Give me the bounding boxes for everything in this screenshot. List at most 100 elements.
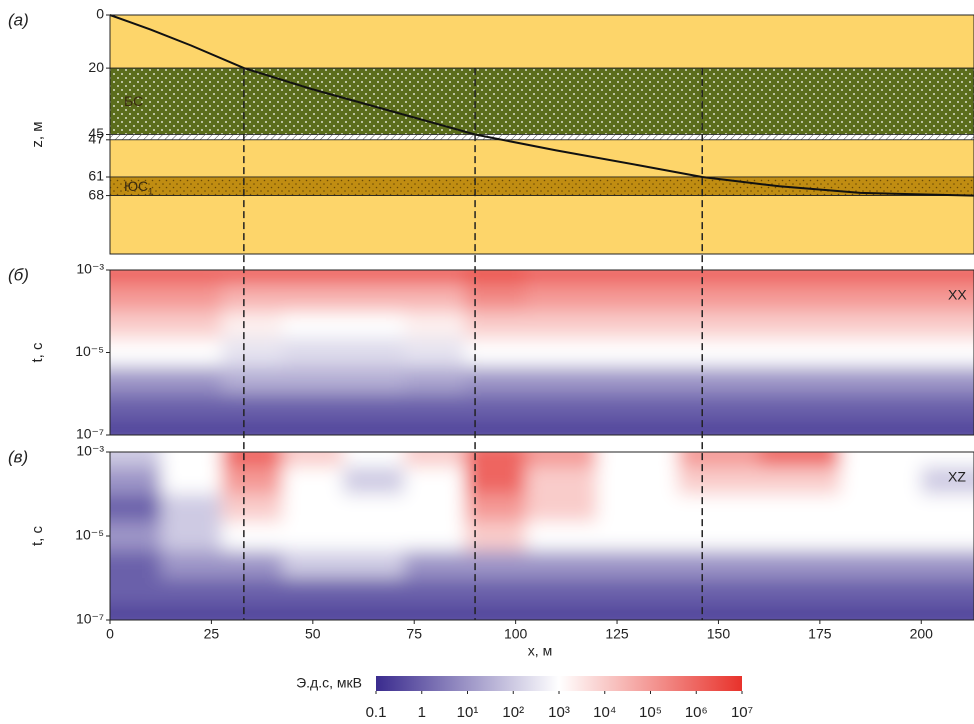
heat-cell [161, 421, 222, 448]
heat-cell [282, 551, 343, 579]
heat-cell [840, 394, 922, 421]
heat-cell [161, 258, 222, 285]
heat-cell [465, 338, 526, 367]
heat-cell [343, 367, 404, 394]
heat-cell [465, 284, 526, 311]
heat-cell [161, 311, 222, 338]
heat-cell [678, 578, 760, 606]
colorbar-label: Э.д.с, мкВ [296, 675, 362, 691]
heat-cell [526, 367, 597, 394]
component-label: XZ [948, 469, 966, 485]
heat-cell [597, 521, 679, 551]
heat-cell [161, 494, 222, 522]
colorbar-tick-label: 10³ [548, 704, 570, 721]
colorbar-tick-label: 10¹ [457, 704, 479, 721]
heat-cell [222, 338, 283, 367]
heat-cell [222, 258, 283, 285]
heat-cell [759, 494, 841, 522]
heat-cell [597, 284, 679, 311]
heat-cell [343, 338, 404, 367]
heat-cell [759, 338, 841, 367]
x-tick-label: 75 [406, 626, 422, 642]
heat-cell [678, 439, 760, 467]
colorbar-tick-label: 10⁷ [731, 704, 753, 721]
x-tick-label: 0 [106, 626, 114, 642]
heat-cell [526, 439, 597, 467]
heat-cell [597, 258, 679, 285]
heat-cell [678, 421, 760, 448]
heat-cell [161, 467, 222, 495]
colorbar-tick-label: 10⁶ [685, 704, 708, 721]
heat-cell [465, 494, 526, 522]
heat-cell [222, 394, 283, 421]
heat-cell [840, 367, 922, 394]
heat-cell [282, 258, 343, 285]
y-axis-label: z, м [29, 121, 46, 147]
heat-cell [759, 258, 841, 285]
heat-cell [921, 494, 974, 522]
heat-cell [161, 551, 222, 579]
heat-cell [404, 367, 465, 394]
heat-cell [840, 284, 922, 311]
heat-cell [404, 258, 465, 285]
heat-cell [840, 258, 922, 285]
colorbar-tick-label: 10² [502, 704, 524, 721]
heat-cell [161, 394, 222, 421]
heat-cell [921, 258, 974, 285]
x-tick-label: 150 [707, 626, 731, 642]
heat-cell [343, 284, 404, 311]
heat-cell [161, 284, 222, 311]
heat-cell [465, 521, 526, 551]
y-axis-label: t, с [29, 342, 46, 363]
heat-cell [597, 439, 679, 467]
heat-cell [921, 521, 974, 551]
figure: 10⁻³10⁻⁵10⁻⁷XX(б)t, с10⁻³10⁻⁵10⁻⁷XZ02550… [0, 0, 974, 724]
heat-cell [69, 494, 161, 522]
heat-cell [222, 421, 283, 448]
heat-cell [404, 439, 465, 467]
heat-cell [526, 311, 597, 338]
y-tick-label: 10⁻⁷ [76, 426, 104, 442]
heat-cell [404, 494, 465, 522]
x-axis-label: x, м [528, 643, 552, 659]
heat-cell [343, 551, 404, 579]
heat-cell [465, 311, 526, 338]
heat-cell [222, 578, 283, 606]
heat-cell [921, 367, 974, 394]
layer [110, 140, 974, 177]
heat-cell [222, 439, 283, 467]
heat-cell [69, 284, 161, 311]
y-tick-label: 10⁻⁵ [75, 343, 104, 359]
heat-cell [465, 467, 526, 495]
layer-label: ЮС [124, 178, 148, 194]
heat-cell [597, 551, 679, 579]
heat-cell [678, 311, 760, 338]
heat-cell [759, 467, 841, 495]
heatmap-cells [69, 258, 974, 448]
y-tick-label: 20 [88, 59, 104, 75]
heat-cell [404, 467, 465, 495]
heat-cell [282, 311, 343, 338]
heat-cell [526, 421, 597, 448]
heat-cell [526, 338, 597, 367]
x-tick-label: 175 [808, 626, 832, 642]
component-label: XX [948, 287, 967, 303]
heat-cell [282, 367, 343, 394]
heat-cell [678, 284, 760, 311]
heat-cell [678, 394, 760, 421]
heat-cell [597, 311, 679, 338]
heat-cell [921, 311, 974, 338]
heat-cell [465, 578, 526, 606]
heat-cell [404, 284, 465, 311]
heat-cell [343, 394, 404, 421]
heat-cell [921, 338, 974, 367]
colorbar-tick-label: 10⁴ [593, 704, 616, 721]
heat-cell [526, 494, 597, 522]
heat-cell [759, 521, 841, 551]
heat-cell [678, 258, 760, 285]
heat-cell [161, 521, 222, 551]
heat-cell [678, 551, 760, 579]
y-tick-label: 10⁻³ [76, 261, 104, 277]
heat-cell [343, 521, 404, 551]
heat-cell [526, 605, 597, 633]
